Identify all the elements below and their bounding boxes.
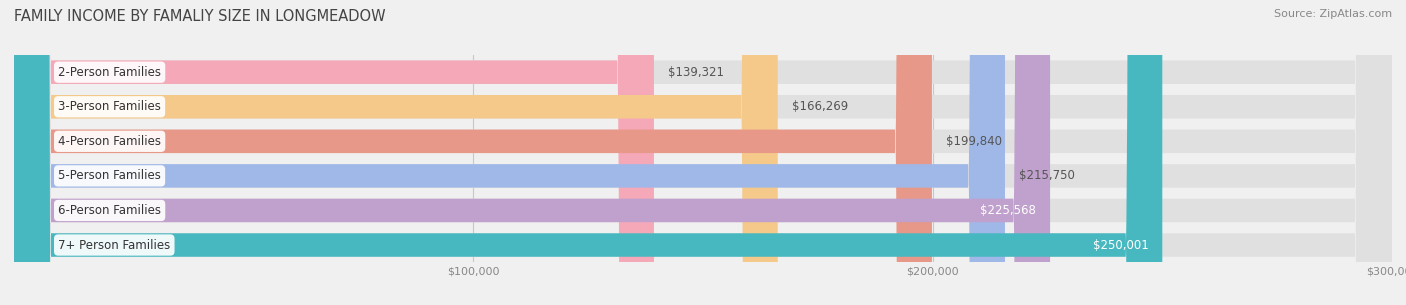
FancyBboxPatch shape — [14, 0, 1392, 305]
FancyBboxPatch shape — [14, 0, 1392, 305]
Text: 3-Person Families: 3-Person Families — [58, 100, 162, 113]
FancyBboxPatch shape — [14, 0, 1163, 305]
Text: $139,321: $139,321 — [668, 66, 724, 79]
Text: 2-Person Families: 2-Person Families — [58, 66, 162, 79]
FancyBboxPatch shape — [14, 0, 1050, 305]
Text: 5-Person Families: 5-Person Families — [58, 169, 162, 182]
Text: 7+ Person Families: 7+ Person Families — [58, 239, 170, 252]
Text: $166,269: $166,269 — [792, 100, 848, 113]
FancyBboxPatch shape — [14, 0, 1392, 305]
Text: $215,750: $215,750 — [1019, 169, 1074, 182]
Text: Source: ZipAtlas.com: Source: ZipAtlas.com — [1274, 9, 1392, 19]
FancyBboxPatch shape — [14, 0, 1005, 305]
FancyBboxPatch shape — [14, 0, 1392, 305]
Text: 4-Person Families: 4-Person Families — [58, 135, 162, 148]
FancyBboxPatch shape — [14, 0, 1392, 305]
Text: $225,568: $225,568 — [980, 204, 1036, 217]
Text: $250,001: $250,001 — [1092, 239, 1149, 252]
Text: $199,840: $199,840 — [946, 135, 1001, 148]
Text: 6-Person Families: 6-Person Families — [58, 204, 162, 217]
FancyBboxPatch shape — [14, 0, 932, 305]
Text: FAMILY INCOME BY FAMALIY SIZE IN LONGMEADOW: FAMILY INCOME BY FAMALIY SIZE IN LONGMEA… — [14, 9, 385, 24]
FancyBboxPatch shape — [14, 0, 654, 305]
FancyBboxPatch shape — [14, 0, 778, 305]
FancyBboxPatch shape — [14, 0, 1392, 305]
